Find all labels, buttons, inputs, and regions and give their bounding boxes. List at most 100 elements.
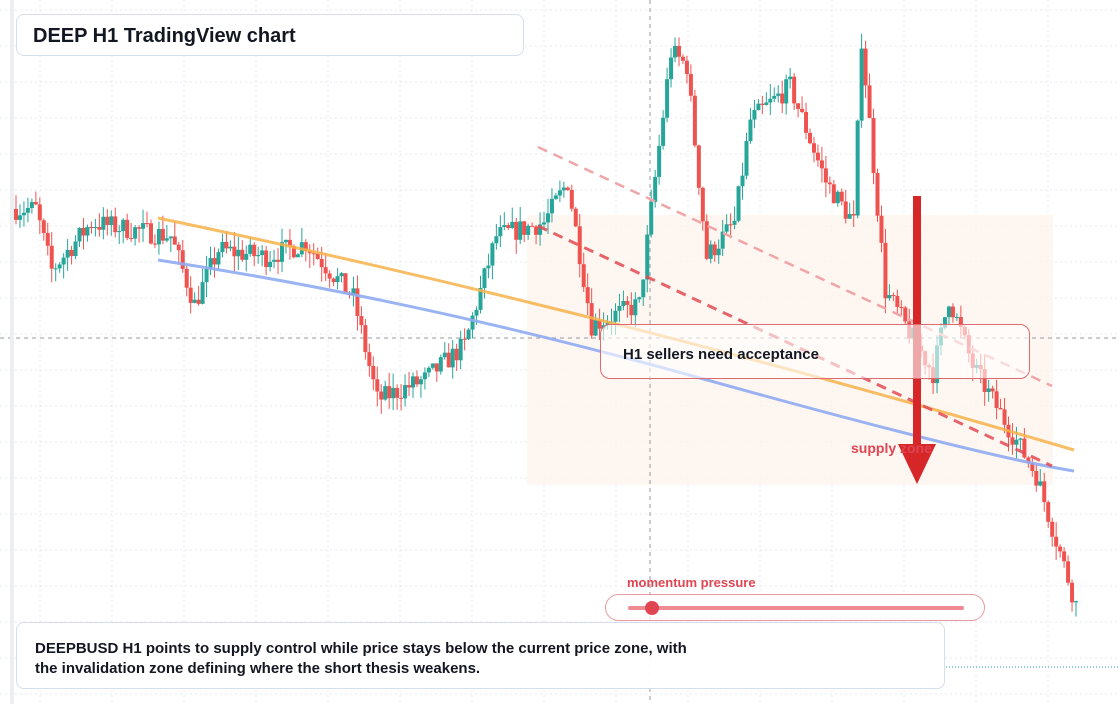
candle-body — [446, 352, 451, 368]
candle-body — [585, 287, 590, 304]
candle — [518, 206, 523, 244]
candle — [184, 265, 189, 297]
candle-body — [418, 379, 423, 385]
candle-body — [815, 152, 820, 161]
candle — [1046, 500, 1051, 528]
candle — [379, 384, 384, 414]
candle — [490, 241, 495, 280]
candle-body — [851, 214, 856, 216]
candle-body — [399, 397, 404, 399]
candle — [61, 253, 66, 279]
candle — [653, 170, 658, 208]
candle-body — [33, 202, 38, 205]
candle — [819, 146, 824, 183]
candle — [53, 263, 58, 282]
candle — [871, 108, 876, 185]
candle — [133, 225, 138, 246]
candle-body — [534, 226, 539, 235]
candle — [29, 198, 34, 214]
candle — [553, 192, 558, 200]
candle-body — [593, 320, 598, 336]
candle-body — [331, 278, 336, 283]
candle — [661, 110, 666, 150]
momentum-knob[interactable] — [644, 601, 659, 615]
candle-body — [490, 243, 495, 266]
candle — [1034, 464, 1039, 492]
candle-body — [335, 276, 340, 283]
candle-body — [498, 227, 503, 237]
candle — [327, 270, 332, 288]
candle-body — [1042, 481, 1047, 503]
candle — [1018, 437, 1023, 452]
candle-body — [565, 187, 570, 190]
title-card: DEEP H1 TradingView chart — [16, 14, 524, 56]
candle-body — [1002, 409, 1007, 425]
candle-body — [688, 74, 693, 96]
candle-body — [796, 103, 801, 109]
candle — [800, 96, 805, 114]
candle — [629, 292, 634, 326]
candle — [585, 273, 590, 316]
candle — [172, 222, 177, 245]
candle-body — [387, 386, 392, 399]
candle — [426, 366, 431, 378]
candle-body — [303, 242, 308, 252]
candle — [101, 207, 106, 240]
candle — [17, 204, 22, 228]
candle-body — [212, 258, 217, 265]
candle — [375, 366, 380, 407]
candle-body — [653, 176, 658, 202]
candle-body — [232, 246, 237, 257]
candle-body — [109, 216, 114, 225]
candle-body — [438, 357, 443, 372]
candle — [395, 384, 400, 410]
candle-body — [605, 322, 610, 326]
candle-body — [724, 224, 729, 232]
candle — [545, 198, 550, 234]
candle-body — [133, 227, 138, 239]
momentum-label: momentum pressure — [627, 575, 756, 590]
candle — [673, 37, 678, 63]
candle-body — [1018, 438, 1023, 440]
candle — [569, 184, 574, 212]
candle — [93, 218, 98, 237]
candle-body — [192, 299, 197, 303]
candle-body — [530, 225, 535, 227]
candle — [200, 268, 205, 305]
candle — [430, 363, 435, 370]
candle-body — [629, 304, 634, 316]
candle-body — [736, 186, 741, 221]
candle — [256, 246, 261, 264]
candle — [260, 245, 265, 267]
candle — [117, 225, 122, 245]
candle — [351, 276, 356, 307]
candle-body — [125, 219, 130, 238]
candle-body — [41, 220, 46, 233]
candle — [561, 181, 566, 198]
momentum-slider[interactable] — [605, 594, 985, 621]
candle-body — [343, 273, 348, 293]
candle-body — [395, 387, 400, 398]
candle-body — [764, 102, 769, 105]
candle — [549, 188, 554, 223]
candle — [867, 73, 872, 119]
candle-body — [252, 244, 257, 257]
candle — [446, 343, 451, 368]
candle — [252, 242, 257, 267]
candle — [113, 207, 118, 238]
candle — [164, 224, 169, 243]
candle — [295, 253, 300, 258]
candle — [204, 255, 209, 298]
candle-body — [121, 219, 126, 232]
candle — [704, 214, 709, 261]
candle — [649, 189, 654, 238]
candle-body — [65, 250, 70, 258]
candle-body — [391, 387, 396, 399]
candle — [359, 306, 364, 334]
candle — [633, 292, 638, 328]
moving-average-orange — [157, 216, 1075, 452]
candle — [414, 370, 419, 388]
candle-body — [367, 352, 372, 366]
candle-body — [811, 143, 816, 153]
candle-body — [1046, 502, 1051, 522]
